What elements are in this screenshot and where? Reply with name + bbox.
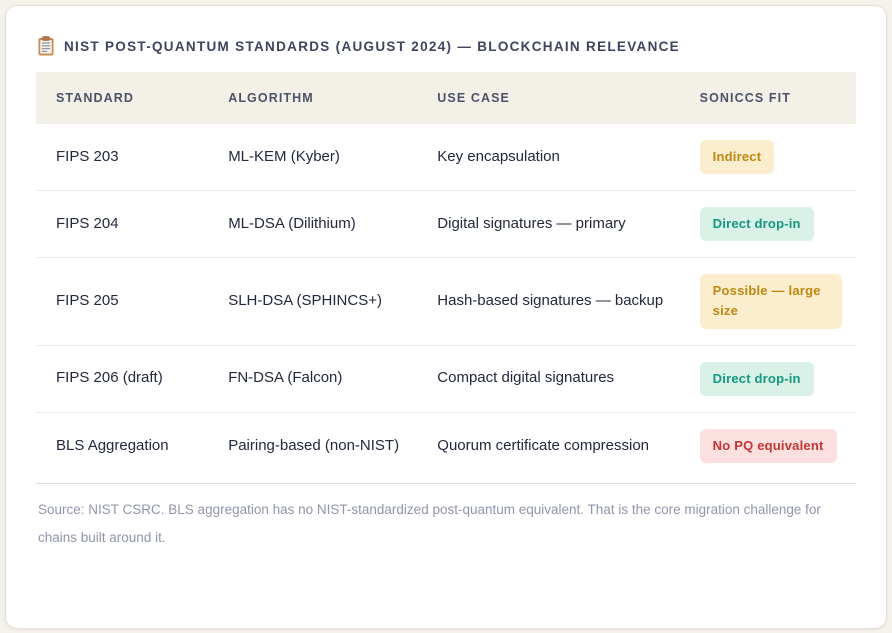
cell-fit: No PQ equivalent (679, 411, 856, 479)
clipboard-icon (38, 36, 54, 56)
table-row: FIPS 206 (draft) FN-DSA (Falcon) Compact… (36, 344, 856, 413)
cell-standard: FIPS 206 (draft) (36, 344, 209, 413)
cell-use-case: Compact digital signatures (417, 344, 680, 413)
source-note: Source: NIST CSRC. BLS aggregation has n… (38, 501, 821, 545)
column-header-use-case: Use Case (417, 72, 680, 124)
column-header-algorithm: Algorithm (208, 72, 418, 124)
column-header-standard: Standard (36, 72, 209, 124)
card-footer: Source: NIST CSRC. BLS aggregation has n… (36, 482, 856, 551)
table-row: FIPS 203 ML-KEM (Kyber) Key encapsulatio… (36, 124, 856, 191)
status-badge: Indirect (699, 140, 775, 175)
cell-use-case: Quorum certificate compression (417, 411, 680, 479)
column-header-soniccs-fit: Soniccs Fit (679, 72, 856, 124)
table-header: Standard Algorithm Use Case Soniccs Fit (36, 72, 856, 124)
cell-standard: BLS Aggregation (36, 411, 209, 479)
status-badge: Direct drop-in (699, 207, 814, 242)
cell-standard: FIPS 204 (36, 190, 209, 258)
card-title-bar: NIST POST-QUANTUM STANDARDS (AUGUST 2024… (38, 36, 856, 56)
cell-fit: Indirect (680, 124, 856, 191)
cell-fit: Direct drop-in (679, 344, 856, 413)
cell-fit: Possible — large size (679, 257, 856, 346)
status-badge: Direct drop-in (699, 361, 814, 396)
cell-algorithm: ML-DSA (Dilithium) (208, 190, 418, 258)
cell-use-case: Digital signatures — primary (417, 190, 680, 258)
page-title: NIST POST-QUANTUM STANDARDS (AUGUST 2024… (64, 38, 680, 54)
pq-standards-table: Standard Algorithm Use Case Soniccs Fit … (36, 72, 856, 479)
cell-algorithm: Pairing-based (non-NIST) (208, 411, 418, 479)
cell-use-case: Hash-based signatures — backup (417, 257, 680, 346)
cell-standard: FIPS 203 (56, 147, 119, 165)
cell-algorithm: SLH-DSA (SPHINCS+) (208, 257, 418, 346)
cell-use-case: Key encapsulation (437, 147, 560, 165)
cell-standard: FIPS 205 (36, 257, 209, 346)
table-row: FIPS 204 ML-DSA (Dilithium) Digital sign… (36, 190, 856, 258)
table-row: FIPS 205 SLH-DSA (SPHINCS+) Hash-based s… (36, 257, 856, 346)
cell-algorithm: FN-DSA (Falcon) (208, 344, 418, 413)
table-row: BLS Aggregation Pairing-based (non-NIST)… (36, 411, 856, 479)
status-badge: No PQ equivalent (699, 428, 837, 463)
cell-fit: Direct drop-in (679, 190, 856, 258)
status-badge: Possible — large size (699, 274, 842, 329)
pq-standards-card: NIST POST-QUANTUM STANDARDS (AUGUST 2024… (5, 5, 887, 629)
cell-algorithm: ML-KEM (Kyber) (228, 147, 340, 165)
